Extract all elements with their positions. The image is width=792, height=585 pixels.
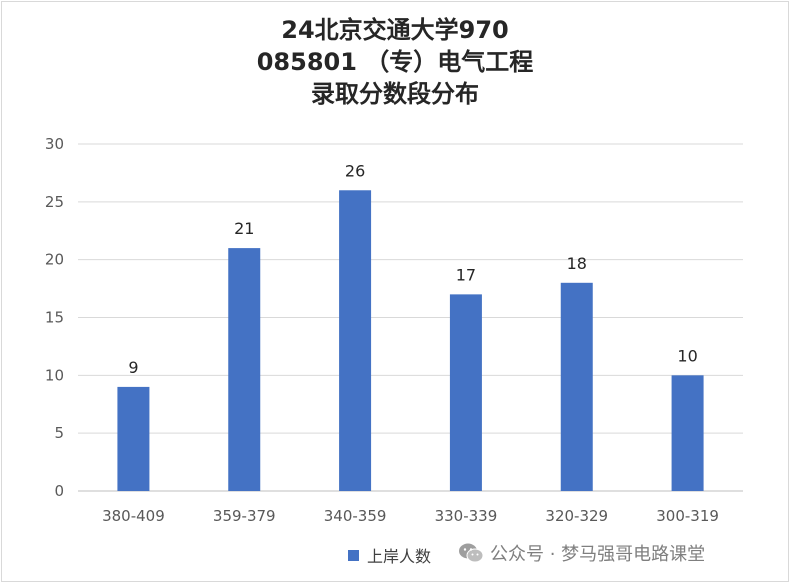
chart-title-line-3: 录取分数段分布 [311, 80, 479, 108]
gridlines [78, 143, 743, 492]
x-tick-label: 340-359 [324, 507, 387, 525]
legend-swatch [348, 549, 359, 561]
bar [560, 282, 593, 491]
y-tick-label: 5 [54, 424, 64, 442]
chart-title-line-1: 24北京交通大学970 [281, 16, 509, 44]
bar [228, 248, 261, 491]
x-axis-ticks: 380-409 359-379 340-359 330-339 320-329 300-3… [102, 507, 719, 525]
x-tick-label: 320-329 [545, 507, 608, 525]
data-label: 21 [234, 219, 254, 238]
data-labels: 9 21 26 17 18 10 [128, 161, 697, 377]
y-tick-label: 25 [45, 193, 64, 211]
y-tick-label: 20 [45, 251, 64, 269]
data-label: 9 [128, 358, 138, 377]
data-label: 26 [345, 161, 365, 180]
bar [117, 386, 150, 491]
bars [117, 190, 704, 491]
bar [339, 190, 372, 491]
watermark: 公众号 · 梦马强哥电路课堂 [458, 540, 705, 566]
legend-label: 上岸人数 [367, 547, 432, 566]
bar [671, 375, 704, 491]
data-label: 10 [677, 346, 697, 365]
data-label: 17 [456, 265, 476, 284]
x-tick-label: 330-339 [435, 507, 498, 525]
x-tick-label: 359-379 [213, 507, 276, 525]
bar [449, 294, 482, 491]
y-axis-ticks: 0 5 10 15 20 25 30 [45, 135, 64, 500]
chart-title-line-2: 085801 （专）电气工程 [256, 48, 534, 76]
data-label: 18 [567, 254, 587, 273]
y-tick-label: 30 [45, 135, 64, 153]
chart-title: 24北京交通大学970 085801 （专）电气工程 录取分数段分布 [0, 14, 790, 110]
x-tick-label: 300-319 [656, 507, 719, 525]
y-tick-label: 0 [54, 482, 64, 500]
x-tick-label: 380-409 [102, 507, 165, 525]
watermark-text: 公众号 · 梦马强哥电路课堂 [490, 544, 706, 565]
y-tick-label: 10 [45, 366, 64, 384]
wechat-icon [459, 543, 484, 563]
y-tick-label: 15 [45, 309, 64, 327]
legend: 上岸人数 [348, 543, 431, 567]
